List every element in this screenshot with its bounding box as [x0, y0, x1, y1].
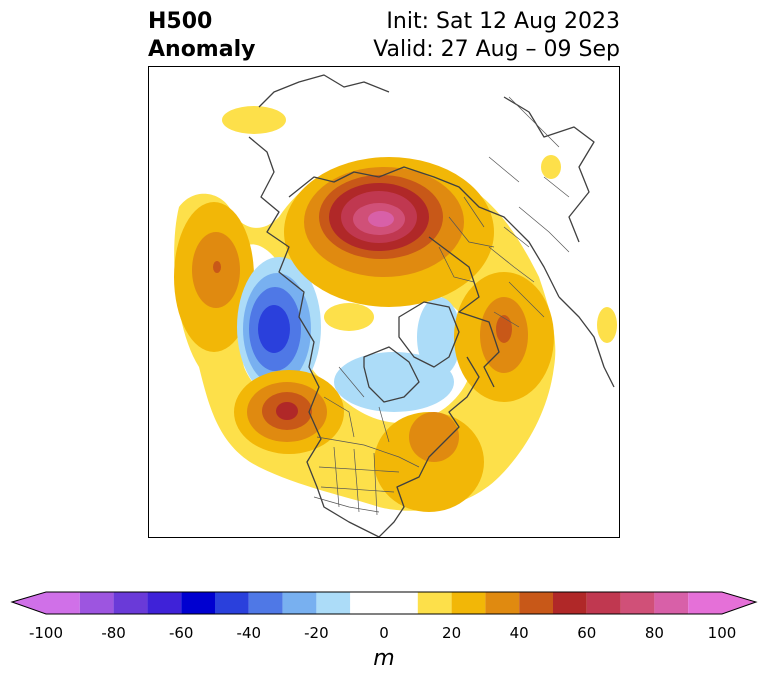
colorbar-bin — [417, 592, 452, 614]
coast-asia-east — [503, 96, 595, 243]
map-panel — [148, 66, 620, 538]
border-asia-1 — [488, 96, 570, 198]
colorbar-bin — [654, 592, 689, 614]
coast-eurasia-north — [288, 166, 560, 298]
title-left: H500 Anomaly — [148, 8, 255, 64]
colorbar-tick-label: -100 — [28, 624, 64, 642]
anomaly-contours — [174, 106, 617, 512]
blob-arctic-yellow — [324, 303, 374, 331]
border-europe-1 — [438, 196, 495, 283]
colorbar-bins — [46, 592, 722, 614]
title-right: Init: Sat 12 Aug 2023 Valid: 27 Aug – 09… — [373, 8, 620, 64]
trough-greenland-side — [417, 297, 461, 377]
coastlines — [248, 74, 615, 537]
coast-hudson-bay — [363, 346, 420, 403]
colorbar-tick-label: 0 — [379, 624, 389, 642]
colorbar-bin — [316, 592, 351, 614]
border-us-mexico — [313, 496, 380, 513]
colorbar-bin — [688, 592, 722, 614]
colorbar-tick-label: -60 — [168, 624, 194, 642]
blob-right-edge — [597, 307, 617, 343]
colorbar-extend-low — [12, 592, 46, 614]
colorbar-tick-label: -40 — [236, 624, 262, 642]
coast-north-america-east — [378, 356, 480, 537]
ridge-north-pacific-core — [213, 261, 221, 273]
colorbar-unit: m — [373, 646, 395, 671]
colorbar-outline — [10, 591, 758, 615]
colorbar-tick-label: 20 — [442, 624, 462, 642]
field-name: H500 — [148, 9, 213, 34]
border-us-canada — [316, 436, 420, 468]
colorbar-bin — [282, 592, 317, 614]
colorbar-tick-label: -20 — [304, 624, 329, 642]
colorbar-bin — [215, 592, 249, 614]
colorbar-bin — [350, 592, 418, 614]
blob-top-right — [541, 155, 561, 179]
colorbar — [10, 591, 758, 615]
colorbar-bin — [451, 592, 486, 614]
border-russia-1 — [488, 206, 570, 283]
colorbar-tick-label: 80 — [644, 624, 664, 642]
colorbar-extend-high — [722, 592, 756, 614]
coast-greenland — [398, 301, 460, 368]
ridge-russia-core — [368, 211, 394, 227]
ridge-east-canada-inner — [409, 412, 459, 462]
border-us-states-1 — [318, 446, 400, 516]
colorbar-bin — [485, 592, 520, 614]
coast-africa-arabia — [558, 296, 615, 388]
anomaly-map — [149, 67, 619, 537]
colorbar-bin — [620, 592, 655, 614]
ridge-nw-us-core — [276, 402, 298, 420]
colorbar-tick-label: -80 — [101, 624, 126, 642]
blob-top-left — [222, 106, 286, 134]
colorbar-bin — [248, 592, 283, 614]
colorbar-bin — [79, 592, 114, 614]
border-canada-provinces — [323, 366, 390, 443]
init-time: Init: Sat 12 Aug 2023 — [386, 9, 620, 34]
colorbar-bin — [113, 592, 148, 614]
colorbar-bin — [586, 592, 621, 614]
ridge-asia-core — [496, 315, 512, 343]
colorbar-tick-label: 40 — [509, 624, 529, 642]
coast-north-america-west — [248, 136, 380, 537]
country-borders — [313, 96, 570, 516]
colorbar-tick-label: 100 — [707, 624, 737, 642]
colorbar-bin — [147, 592, 182, 614]
colorbar-tick-label: 60 — [577, 624, 597, 642]
colorbar-bin — [553, 592, 587, 614]
border-central-asia — [493, 281, 545, 328]
colorbar-bin — [181, 592, 215, 614]
colorbar-bin — [46, 592, 80, 614]
field-type: Anomaly — [148, 37, 256, 62]
valid-period: Valid: 27 Aug – 09 Sep — [373, 37, 620, 62]
coast-alaska — [258, 74, 390, 108]
coast-europe — [428, 236, 500, 388]
colorbar-bin — [519, 592, 553, 614]
trough-4 — [258, 305, 290, 353]
